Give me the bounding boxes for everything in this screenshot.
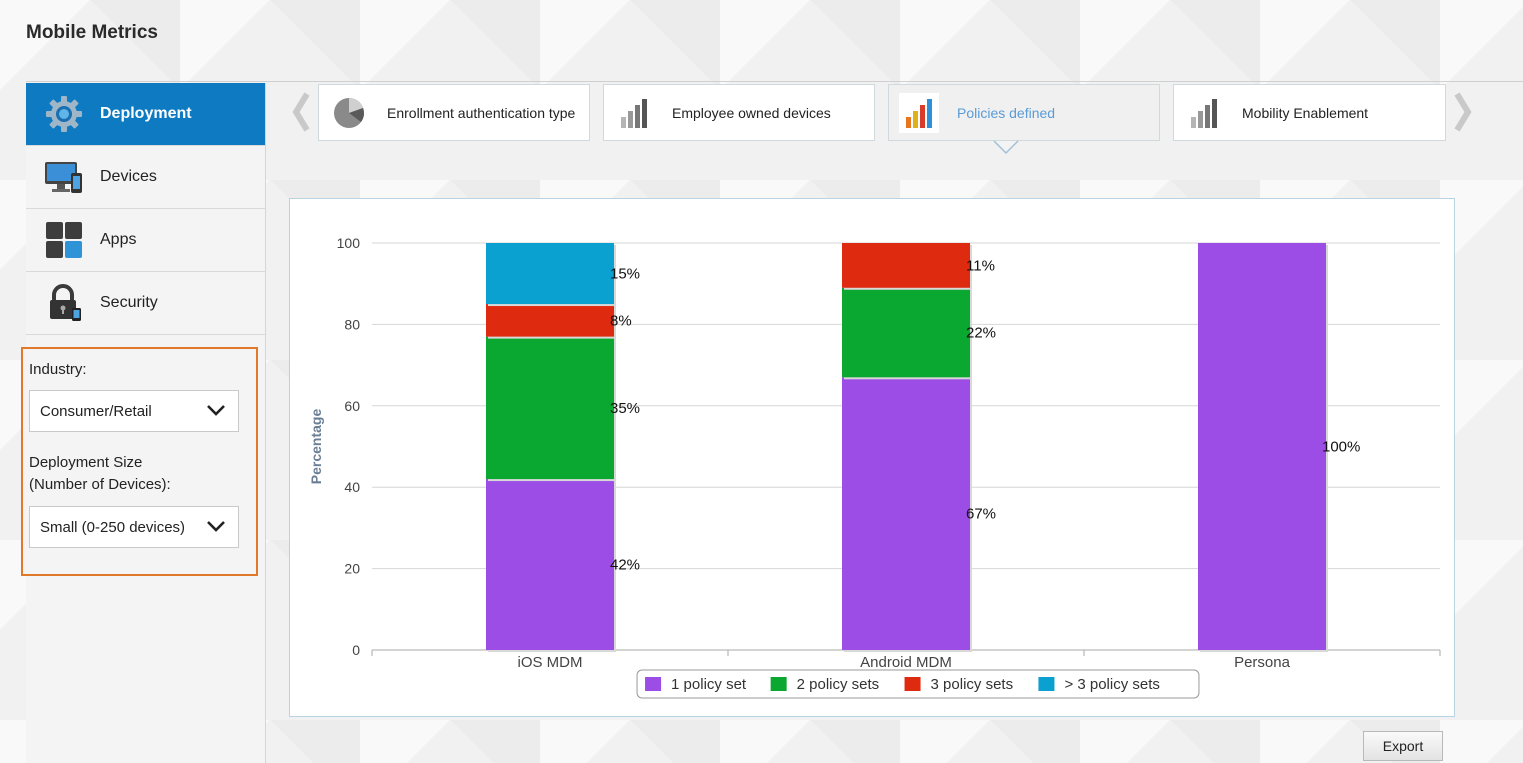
deployment-size-label-line1: Deployment Size xyxy=(29,454,143,471)
monitor-device-icon xyxy=(44,157,84,197)
data-label: 42% xyxy=(610,557,640,574)
deployment-size-label-line2: (Number of Devices): xyxy=(29,476,171,493)
bar-segment xyxy=(486,479,614,650)
tile-employee-owned-devices[interactable]: Employee owned devices xyxy=(603,84,875,141)
legend-label: > 3 policy sets xyxy=(1064,676,1159,693)
gear-icon xyxy=(44,94,84,134)
y-tick-label: 80 xyxy=(344,316,360,332)
sidebar-item-devices[interactable]: Devices xyxy=(26,146,265,209)
carousel-prev-button[interactable] xyxy=(291,92,311,132)
sidebar: Deployment Devices Apps xyxy=(21,83,266,763)
bar-segment xyxy=(842,243,970,288)
data-label: 11% xyxy=(966,257,995,274)
chevron-right-icon xyxy=(1454,92,1472,132)
export-button[interactable]: Export xyxy=(1363,731,1443,761)
legend-swatch xyxy=(645,677,662,691)
y-tick-label: 20 xyxy=(344,561,360,577)
data-label: 67% xyxy=(966,506,996,523)
y-tick-label: 40 xyxy=(344,479,360,495)
x-tick-label: Android MDM xyxy=(860,654,952,671)
deployment-size-select[interactable]: Small (0-250 devices) xyxy=(29,506,239,548)
x-tick-label: iOS MDM xyxy=(518,654,583,671)
legend-label: 3 policy sets xyxy=(931,676,1014,693)
data-label: 22% xyxy=(966,325,996,342)
data-label: 15% xyxy=(610,266,640,283)
sidebar-item-label: Devices xyxy=(100,168,157,185)
data-label: 35% xyxy=(610,400,640,417)
tile-policies-defined[interactable]: Policies defined xyxy=(888,84,1160,141)
y-tick-label: 0 xyxy=(352,642,360,658)
industry-label: Industry: xyxy=(29,361,87,378)
chevron-left-icon xyxy=(292,92,310,132)
chevron-down-icon xyxy=(206,403,226,421)
carousel-next-button[interactable] xyxy=(1453,92,1473,132)
y-tick-label: 60 xyxy=(344,398,360,414)
bar-chart-icon xyxy=(614,93,654,133)
industry-select[interactable]: Consumer/Retail xyxy=(29,390,239,432)
tile-label: Policies defined xyxy=(957,104,1056,121)
sidebar-item-label: Security xyxy=(100,294,158,311)
data-label: 100% xyxy=(1322,439,1360,456)
legend-label: 1 policy set xyxy=(671,676,747,693)
chart-panel: 0 20 40 60 80 100 Percentage 42% 35% 8% 15% iOS MDM… xyxy=(289,198,1455,717)
sidebar-item-deployment[interactable]: Deployment xyxy=(26,83,265,146)
legend-swatch xyxy=(770,677,787,691)
bar-segment xyxy=(486,304,614,337)
tile-mobility-enablement[interactable]: Mobility Enablement xyxy=(1173,84,1446,141)
tile-label: Mobility Enablement xyxy=(1242,104,1369,121)
bar-segment xyxy=(486,243,614,305)
legend-swatch xyxy=(1038,677,1055,691)
tile-enrollment-authentication-type[interactable]: Enrollment authentication type xyxy=(318,84,590,141)
sidebar-item-label: Deployment xyxy=(100,105,192,122)
bar-segment xyxy=(842,287,970,378)
bar-segment xyxy=(842,377,970,650)
color-bar-chart-icon xyxy=(899,92,939,133)
page-title: Mobile Metrics xyxy=(26,22,158,43)
lock-icon xyxy=(44,283,84,323)
legend-label: 2 policy sets xyxy=(797,676,880,693)
legend-swatch xyxy=(904,677,921,691)
bar-segment xyxy=(1198,243,1326,650)
industry-select-value: Consumer/Retail xyxy=(40,402,152,420)
filter-panel: Industry: Consumer/Retail Deployment Siz… xyxy=(21,347,258,576)
deployment-size-select-value: Small (0-250 devices) xyxy=(40,518,186,536)
bar-chart-icon xyxy=(1184,93,1224,133)
apps-grid-icon xyxy=(44,220,84,260)
y-tick-label: 100 xyxy=(337,235,361,251)
tile-label: Employee owned devices xyxy=(672,104,831,121)
stacked-bar-chart: 0 20 40 60 80 100 Percentage 42% 35% 8% 15% iOS MDM… xyxy=(308,235,1441,699)
data-label: 8% xyxy=(610,312,632,329)
active-tile-pointer xyxy=(993,140,1019,161)
sidebar-item-apps[interactable]: Apps xyxy=(26,209,265,272)
y-axis-label: Percentage xyxy=(308,409,324,485)
sidebar-item-label: Apps xyxy=(100,231,137,248)
pie-chart-icon xyxy=(329,93,369,133)
x-tick-label: Persona xyxy=(1234,654,1291,671)
bar-segment xyxy=(486,336,614,480)
tile-label: Enrollment authentication type xyxy=(387,104,576,121)
chevron-down-icon xyxy=(206,519,226,537)
sidebar-item-security[interactable]: Security xyxy=(26,272,265,335)
header-divider xyxy=(26,81,1523,82)
